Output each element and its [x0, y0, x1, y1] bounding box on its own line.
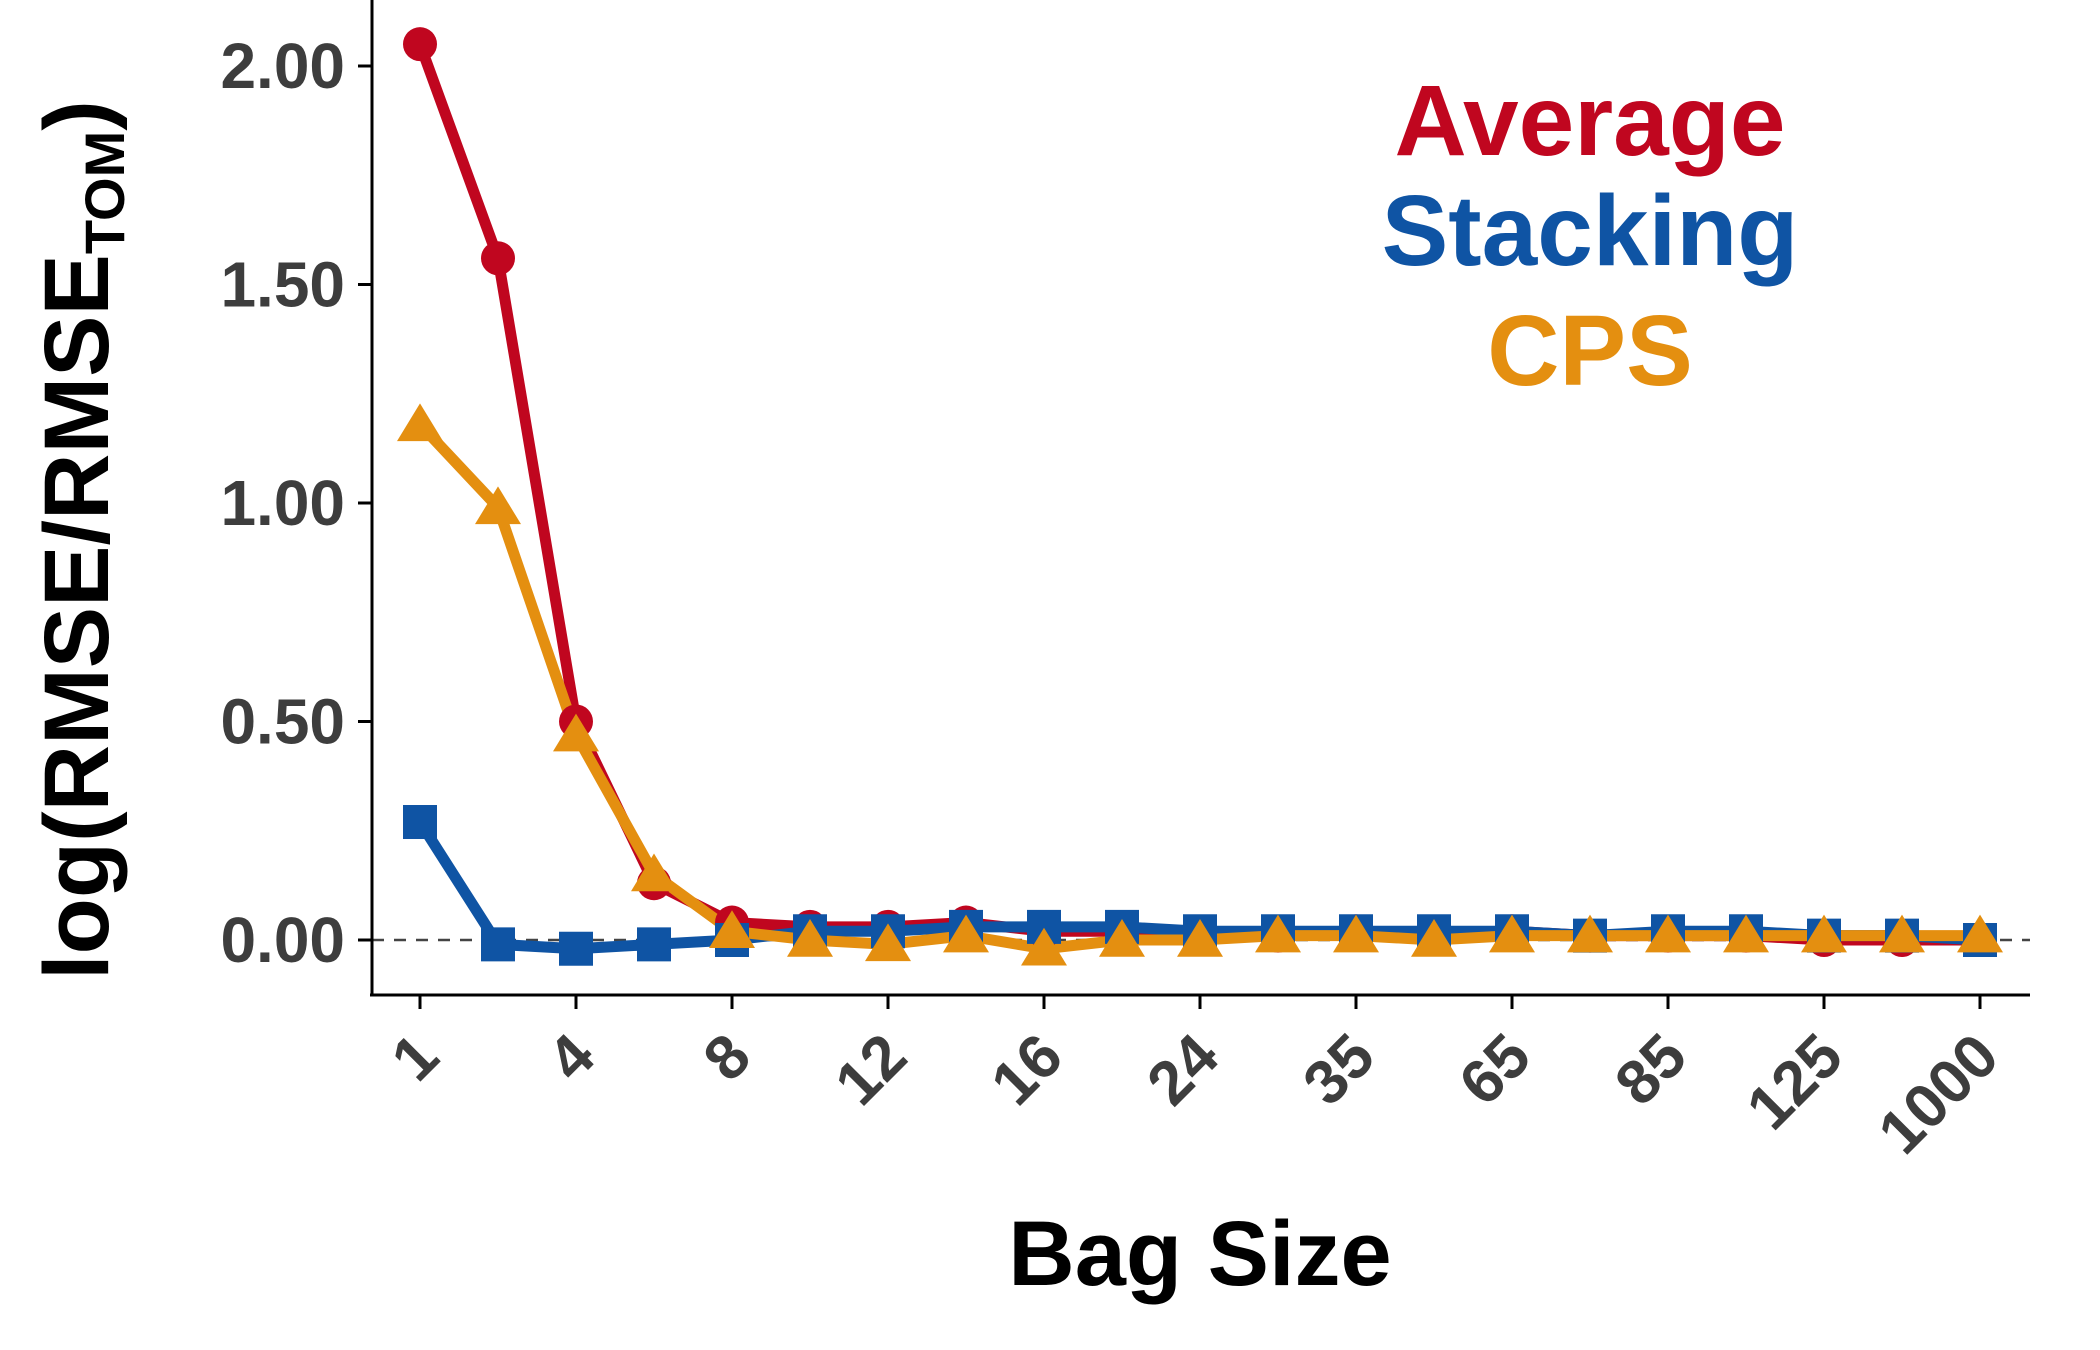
legend-label-stacking: Stacking — [1382, 175, 1799, 287]
data-point-cps — [553, 713, 599, 752]
data-point-cps — [709, 910, 755, 949]
data-point-cps — [1645, 914, 1691, 953]
data-point-average — [403, 27, 437, 62]
x-tick-label: 35 — [1290, 1021, 1388, 1119]
data-point-stacking — [637, 927, 671, 962]
x-tick-label: 85 — [1602, 1021, 1700, 1119]
x-tick-label: 8 — [691, 1021, 764, 1094]
y-axis-title-close: ) — [26, 100, 128, 131]
legend: Average Stacking CPS — [1382, 65, 1799, 407]
data-point-cps — [475, 486, 521, 525]
data-point-cps — [1021, 927, 1067, 966]
data-point-cps — [1879, 914, 1925, 953]
x-tick-label: 65 — [1446, 1021, 1544, 1119]
data-point-cps — [1489, 914, 1535, 953]
y-axis-title: log(RMSE/RMSETOM) — [26, 100, 136, 980]
data-point-cps — [865, 923, 911, 962]
y-axis-title-subscript: TOM — [73, 131, 136, 254]
y-tick-label: 1.50 — [220, 249, 345, 321]
data-point-stacking — [559, 931, 593, 966]
data-point-cps — [397, 403, 443, 442]
y-ticks: 0.00 0.50 1.00 1.50 2.00 — [220, 30, 372, 976]
data-point-cps — [1333, 914, 1379, 953]
x-tick-label: 1000 — [1866, 1021, 2012, 1167]
data-point-cps — [1099, 919, 1145, 957]
data-point-cps — [1411, 919, 1457, 957]
x-tick-label: 24 — [1134, 1021, 1232, 1119]
y-tick-label: 1.00 — [220, 467, 345, 539]
data-point-cps — [1255, 914, 1301, 953]
legend-label-cps: CPS — [1487, 295, 1693, 407]
data-point-average — [481, 241, 515, 276]
data-point-cps — [787, 919, 833, 957]
y-tick-label: 0.50 — [220, 686, 345, 758]
x-tick-label: 4 — [535, 1021, 609, 1095]
x-tick-label: 125 — [1734, 1021, 1856, 1143]
data-point-cps — [1801, 914, 1847, 953]
x-ticks: 1 4 8 12 16 24 35 65 85 125 1000 — [379, 995, 2012, 1167]
y-tick-label: 2.00 — [220, 30, 345, 102]
legend-label-average: Average — [1395, 65, 1786, 177]
data-point-cps — [943, 914, 989, 953]
y-axis-title-main: log(RMSE/RMSE — [26, 254, 128, 980]
x-tick-label: 16 — [978, 1021, 1076, 1119]
x-tick-label: 12 — [822, 1021, 920, 1119]
x-tick-label: 1 — [379, 1021, 452, 1094]
data-point-cps — [1177, 919, 1223, 957]
data-point-cps — [631, 853, 677, 892]
series — [397, 27, 2003, 966]
data-point-cps — [1567, 914, 1613, 953]
y-tick-label: 0.00 — [220, 904, 345, 976]
data-point-stacking — [481, 927, 515, 962]
data-point-cps — [1723, 914, 1769, 953]
x-axis-title: Bag Size — [1008, 1203, 1391, 1305]
data-point-cps — [1957, 914, 2003, 953]
data-point-stacking — [403, 805, 437, 840]
